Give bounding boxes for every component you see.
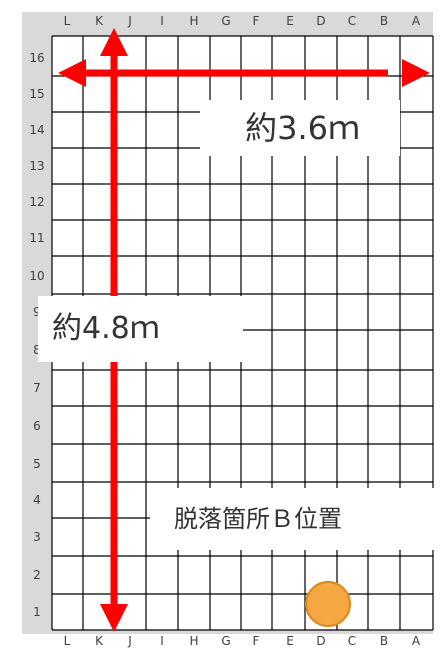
width-callout-text: 約3.6ｍ xyxy=(245,109,360,147)
row-label: 11 xyxy=(29,231,45,245)
column-label-top: C xyxy=(347,14,357,28)
detachment-location-marker xyxy=(305,581,351,627)
width-arrow-head-left xyxy=(58,59,86,87)
location-callout: 脱落箇所Ｂ位置 xyxy=(150,488,440,550)
row-label: 9 xyxy=(33,305,41,319)
width-callout: 約3.6ｍ xyxy=(200,100,400,156)
column-label-bottom: I xyxy=(160,634,164,648)
row-label: 12 xyxy=(29,195,45,209)
height-arrow-head-top xyxy=(100,28,128,56)
column-label-bottom: C xyxy=(347,634,357,648)
column-label-top: K xyxy=(95,14,103,28)
column-label-top: F xyxy=(252,14,260,28)
column-label-top: D xyxy=(316,14,326,28)
row-label: 4 xyxy=(33,493,41,507)
row-label: 16 xyxy=(29,51,45,65)
width-arrow-head-right xyxy=(402,59,430,87)
column-label-bottom: G xyxy=(221,634,231,648)
column-label-bottom: K xyxy=(95,634,103,648)
column-label-top: J xyxy=(128,14,132,28)
column-label-top: H xyxy=(189,14,199,28)
row-label: 2 xyxy=(33,568,41,582)
column-label-top: B xyxy=(379,14,389,28)
height-callout: 約4.8ｍ xyxy=(38,296,243,362)
column-label-top: E xyxy=(286,14,294,28)
row-label: 10 xyxy=(29,269,45,283)
row-label: 5 xyxy=(33,457,41,471)
column-label-bottom: H xyxy=(189,634,199,648)
column-label-bottom: B xyxy=(379,634,389,648)
row-label: 1 xyxy=(33,605,41,619)
column-label-bottom: E xyxy=(286,634,294,648)
location-callout-text: 脱落箇所Ｂ位置 xyxy=(174,505,342,533)
row-label: 14 xyxy=(29,123,45,137)
row-label: 6 xyxy=(33,419,41,433)
column-label-bottom: J xyxy=(128,634,132,648)
column-label-bottom: F xyxy=(252,634,260,648)
column-label-top: I xyxy=(160,14,164,28)
column-label-bottom: D xyxy=(316,634,326,648)
height-callout-text: 約4.8ｍ xyxy=(52,311,160,346)
row-label: 7 xyxy=(33,381,41,395)
column-label-top: L xyxy=(63,14,71,28)
row-label: 15 xyxy=(29,87,45,101)
column-label-top: G xyxy=(221,14,231,28)
column-label-top: A xyxy=(411,14,421,28)
column-label-bottom: A xyxy=(411,634,421,648)
row-label: 8 xyxy=(33,343,41,357)
row-label: 3 xyxy=(33,530,41,544)
row-label: 13 xyxy=(29,159,45,173)
height-arrow-head-bottom xyxy=(100,604,128,632)
column-label-bottom: L xyxy=(63,634,71,648)
